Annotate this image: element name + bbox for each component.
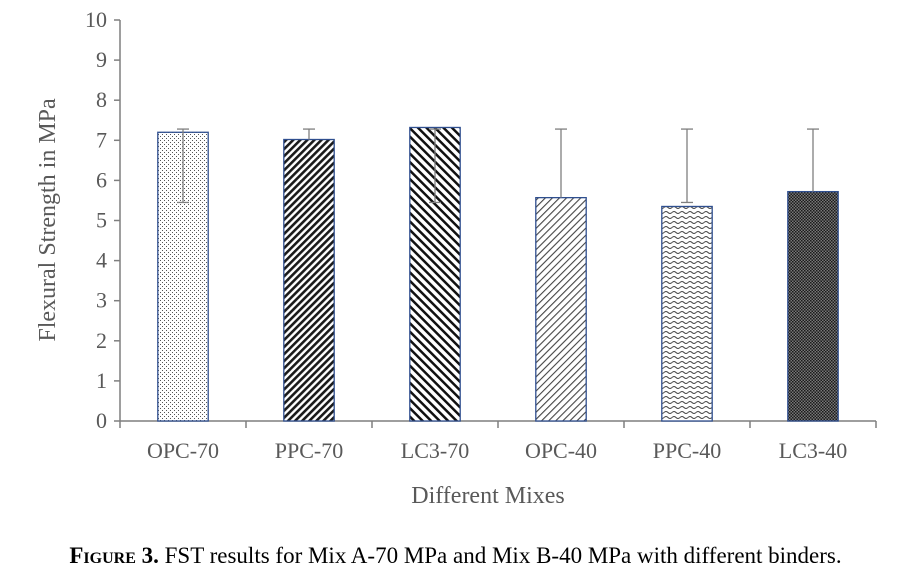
y-axis-title: Flexural Strength in MPa: [35, 98, 61, 342]
y-tick-label: 9: [96, 47, 107, 72]
bar-opc-40: [535, 196, 587, 422]
bar-ppc-70: [283, 138, 335, 422]
y-tick-label: 4: [96, 248, 107, 273]
x-axis: OPC-70 PPC-70 LC3-70 OPC-40 PPC-40 LC3-40: [119, 420, 877, 463]
y-tick-label: 1: [96, 368, 107, 393]
figure-caption: Figure 3. FST results for Mix A-70 MPa a…: [0, 543, 911, 569]
y-tick-label: 3: [96, 288, 107, 313]
x-tick-label: LC3-70: [401, 438, 469, 463]
y-tick-label: 5: [96, 208, 107, 233]
y-tick-label: 2: [96, 328, 107, 353]
y-tick-label: 0: [96, 408, 107, 433]
x-tick-label: OPC-40: [525, 438, 597, 463]
x-tick-label: LC3-40: [779, 438, 847, 463]
y-tick-label: 10: [85, 7, 107, 32]
flexural-strength-bar-chart: 0 1 2 3 4 5 6 7 8 9 10 OPC-70 PPC-70 LC3-70 OPC-40 PPC…: [35, 7, 877, 509]
caption-text: FST results for Mix A-70 MPa and Mix B-4…: [158, 543, 842, 568]
error-bars: [177, 128, 819, 204]
y-axis: 0 1 2 3 4 5 6 7 8 9 10: [85, 7, 121, 433]
x-tick-label: PPC-70: [275, 438, 343, 463]
x-tick-label: PPC-40: [653, 438, 721, 463]
x-axis-title: Different Mixes: [411, 483, 565, 509]
figure-label: Figure 3.: [69, 543, 159, 568]
y-tick-label: 6: [96, 167, 107, 192]
x-tick-label: OPC-70: [147, 438, 219, 463]
bars: [157, 126, 839, 422]
y-tick-label: 8: [96, 87, 107, 112]
y-tick-label: 7: [96, 127, 107, 152]
bar-lc3-40: [787, 190, 839, 422]
bar-ppc-40: [661, 205, 713, 422]
